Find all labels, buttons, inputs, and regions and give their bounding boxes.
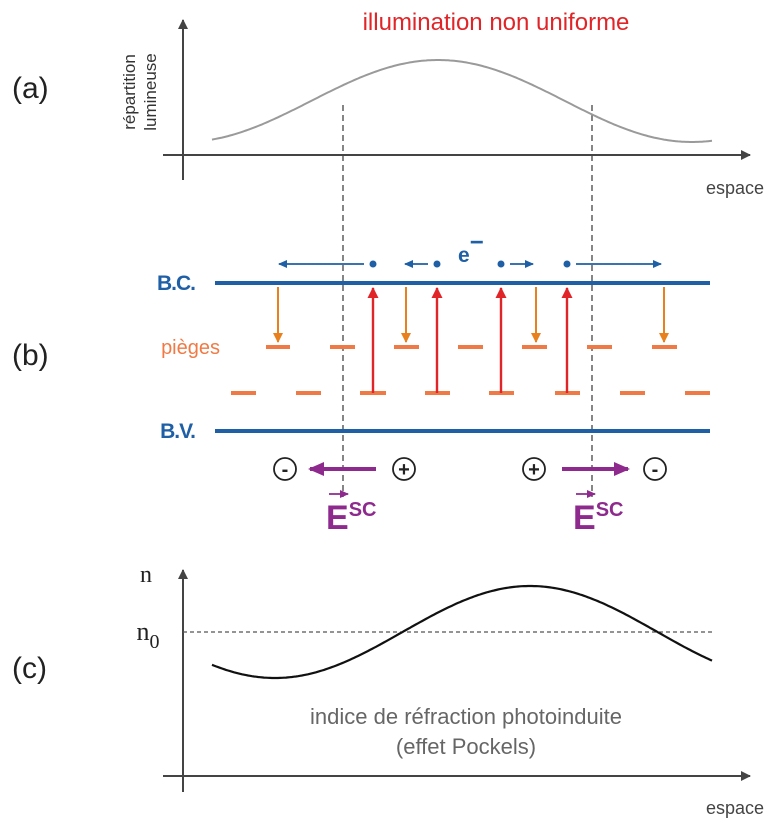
- electrons: [369, 260, 571, 268]
- light-intensity-curve: [211, 59, 713, 143]
- svg-text:ESC: ESC: [573, 499, 623, 537]
- traps-label: pièges: [161, 337, 220, 359]
- n0-subscript: 0: [150, 631, 160, 653]
- field-superscript: SC: [596, 499, 624, 521]
- panel-c-caption-line2: (effet Pockels): [396, 734, 536, 759]
- right-negative-charge: -: [643, 457, 667, 481]
- conduction-band-label: B.C.: [157, 272, 195, 295]
- excitation-arrows: [367, 287, 573, 393]
- valence-band-label: B.V.: [160, 420, 195, 443]
- charge-sign: +: [398, 459, 410, 481]
- panel-c-ylabel: n: [140, 562, 152, 588]
- left-positive-charge: +: [392, 457, 416, 481]
- electron-charge: −: [470, 229, 484, 256]
- field-label-left: ESC: [326, 490, 376, 537]
- panel-b-label: (b): [12, 339, 49, 372]
- electron-dot: [369, 260, 377, 268]
- field-superscript: SC: [349, 499, 377, 521]
- charge-sign: -: [652, 459, 659, 481]
- left-negative-charge: -: [273, 457, 297, 481]
- electron-label: e−: [458, 229, 484, 267]
- field-label-right: ESC: [573, 490, 623, 537]
- panel-b: (b) B.C. B.V. pièges: [12, 229, 710, 537]
- electron-dot: [563, 260, 571, 268]
- panel-a-label: (a): [12, 72, 49, 105]
- trapping-arrows: [273, 287, 669, 343]
- panel-c-xlabel: espace: [706, 798, 764, 818]
- electron-dot: [497, 260, 505, 268]
- panel-a: (a) illumination non uniforme répartitio…: [12, 9, 764, 198]
- refractive-index-curve: [211, 584, 713, 680]
- panel-c: (c) n n0 indice de réfraction photoindui…: [12, 562, 764, 818]
- panel-c-label: (c): [12, 652, 47, 685]
- n0-label: n0: [137, 617, 160, 653]
- charge-sign: +: [528, 459, 540, 481]
- right-positive-charge: +: [522, 457, 546, 481]
- electron-dot: [433, 260, 441, 268]
- panel-a-title: illumination non uniforme: [363, 9, 630, 36]
- panel-a-xlabel: espace: [706, 178, 764, 198]
- svg-text:ESC: ESC: [326, 499, 376, 537]
- charge-sign: -: [282, 459, 289, 481]
- panel-a-ylabel-line1: répartition: [120, 54, 139, 130]
- panel-c-caption-line1: indice de réfraction photoinduite: [310, 704, 622, 729]
- panel-a-ylabel-line2: lumineuse: [141, 53, 160, 131]
